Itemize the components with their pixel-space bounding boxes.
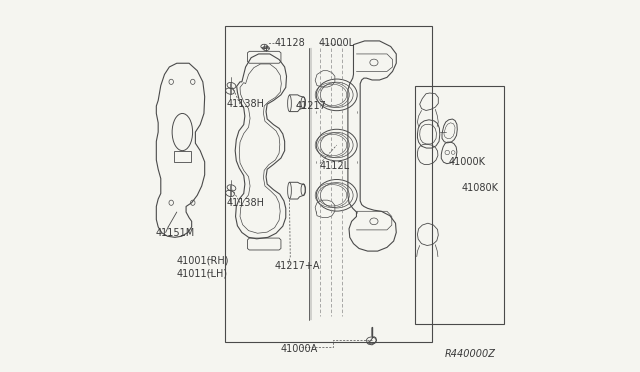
Text: 41000K: 41000K bbox=[449, 157, 485, 167]
Text: 41000L: 41000L bbox=[318, 38, 355, 48]
Text: 41217: 41217 bbox=[296, 101, 326, 111]
Text: 41217+A: 41217+A bbox=[275, 261, 320, 271]
Text: 4112L: 4112L bbox=[319, 161, 349, 170]
Text: 41000A: 41000A bbox=[281, 344, 318, 354]
Bar bbox=[415, 86, 504, 324]
Text: 41011(LH): 41011(LH) bbox=[177, 269, 228, 278]
Text: R440000Z: R440000Z bbox=[445, 349, 495, 359]
Text: 41151M: 41151M bbox=[156, 228, 195, 237]
Bar bbox=[225, 26, 431, 342]
Text: 41138H: 41138H bbox=[227, 198, 264, 208]
Text: 41138H: 41138H bbox=[227, 99, 264, 109]
Text: 41001(RH): 41001(RH) bbox=[177, 256, 229, 265]
Text: 41128: 41128 bbox=[275, 38, 305, 48]
Text: 41080K: 41080K bbox=[461, 183, 499, 193]
